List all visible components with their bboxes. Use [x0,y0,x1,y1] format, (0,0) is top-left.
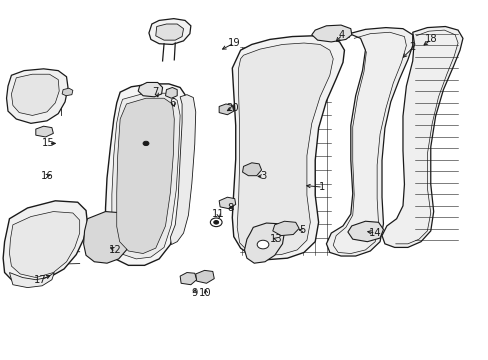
Polygon shape [62,88,73,96]
Text: 9: 9 [191,288,197,298]
Circle shape [210,218,222,226]
Polygon shape [219,104,233,115]
Polygon shape [242,163,261,176]
Text: 17: 17 [34,275,47,285]
Text: 15: 15 [41,139,54,148]
Text: 5: 5 [298,225,305,235]
Text: 11: 11 [211,209,224,219]
Polygon shape [311,25,351,42]
Polygon shape [237,43,332,255]
Polygon shape [272,221,299,235]
Polygon shape [156,24,183,40]
Text: 2: 2 [409,42,415,52]
Text: 12: 12 [109,245,122,255]
Polygon shape [244,223,284,263]
Text: 7: 7 [152,87,159,97]
Circle shape [257,240,268,249]
Polygon shape [165,87,177,98]
Text: 13: 13 [269,234,282,244]
Polygon shape [219,197,235,209]
Polygon shape [326,28,412,256]
Text: 16: 16 [41,171,53,181]
Polygon shape [347,221,383,242]
Text: 10: 10 [199,288,211,298]
Polygon shape [105,84,186,265]
Text: 4: 4 [338,30,345,40]
Text: 18: 18 [424,35,436,44]
Polygon shape [9,273,54,288]
Text: 3: 3 [260,171,265,181]
Circle shape [143,141,149,145]
Polygon shape [180,273,196,285]
Polygon shape [138,82,162,97]
Polygon shape [36,126,53,137]
Circle shape [213,221,218,224]
Text: 6: 6 [169,98,176,108]
Polygon shape [11,74,59,116]
Polygon shape [149,19,190,44]
Polygon shape [6,69,68,123]
Text: 14: 14 [368,228,381,238]
Polygon shape [9,212,80,278]
Polygon shape [117,98,174,253]
Text: 20: 20 [225,103,238,113]
Polygon shape [232,36,344,260]
Polygon shape [170,95,195,244]
Polygon shape [112,93,180,259]
Polygon shape [381,27,462,247]
Polygon shape [195,270,214,283]
Text: 1: 1 [319,182,325,192]
Text: 8: 8 [227,203,233,213]
Polygon shape [83,212,130,263]
Text: 19: 19 [227,38,240,48]
Polygon shape [3,201,87,284]
